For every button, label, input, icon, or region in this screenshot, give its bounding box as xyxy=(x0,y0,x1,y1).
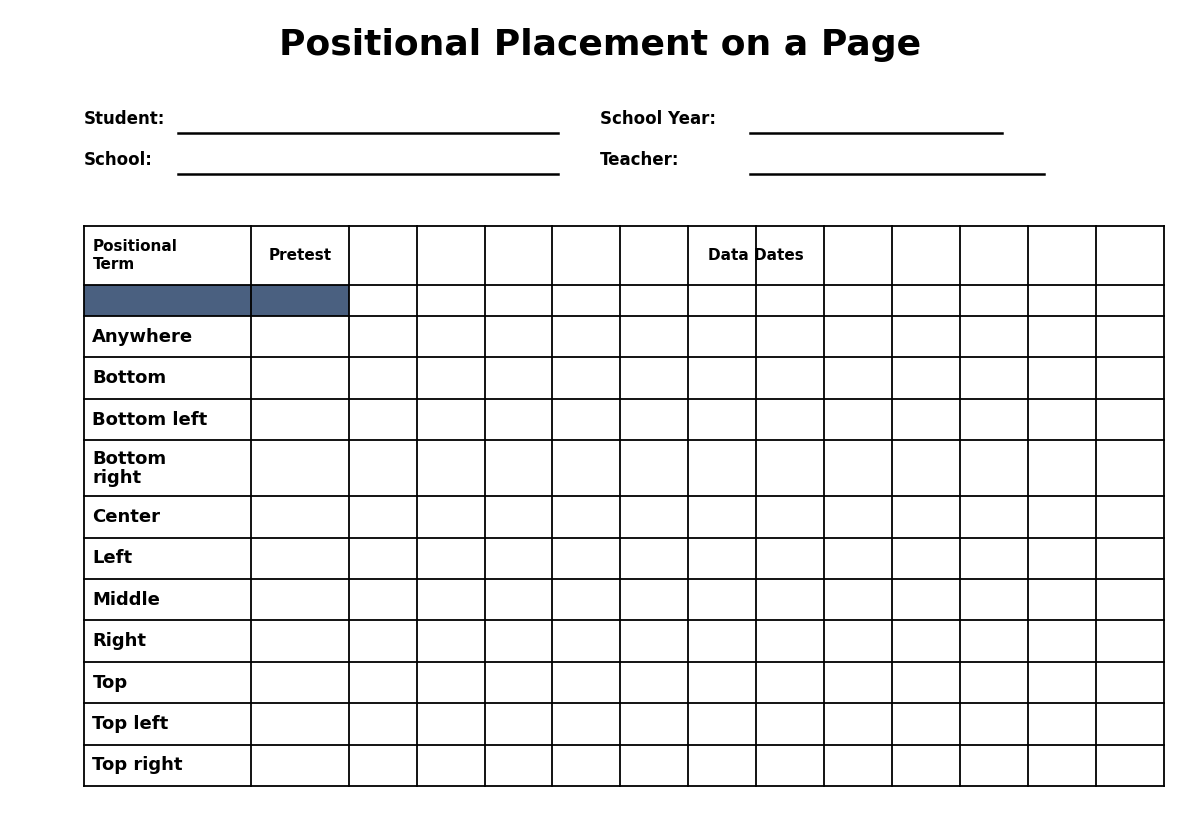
Text: Bottom: Bottom xyxy=(92,370,167,387)
Text: Bottom
right: Bottom right xyxy=(92,449,167,487)
Text: School:: School: xyxy=(84,151,152,170)
Text: Anywhere: Anywhere xyxy=(92,328,193,346)
Text: Right: Right xyxy=(92,632,146,650)
Text: Data Dates: Data Dates xyxy=(708,248,804,263)
Text: Center: Center xyxy=(92,508,161,526)
Bar xyxy=(84,285,348,316)
Text: Positional Placement on a Page: Positional Placement on a Page xyxy=(278,28,922,63)
Text: Top: Top xyxy=(92,673,127,691)
Text: Pretest: Pretest xyxy=(269,248,331,263)
Text: Bottom left: Bottom left xyxy=(92,411,208,429)
Text: Top right: Top right xyxy=(92,756,182,774)
Text: School Year:: School Year: xyxy=(600,110,716,128)
Text: Student:: Student: xyxy=(84,110,166,128)
Text: Left: Left xyxy=(92,550,132,567)
Text: Positional
Term: Positional Term xyxy=(92,239,178,272)
Text: Top left: Top left xyxy=(92,715,169,733)
Text: Middle: Middle xyxy=(92,591,161,609)
Text: Teacher:: Teacher: xyxy=(600,151,679,170)
